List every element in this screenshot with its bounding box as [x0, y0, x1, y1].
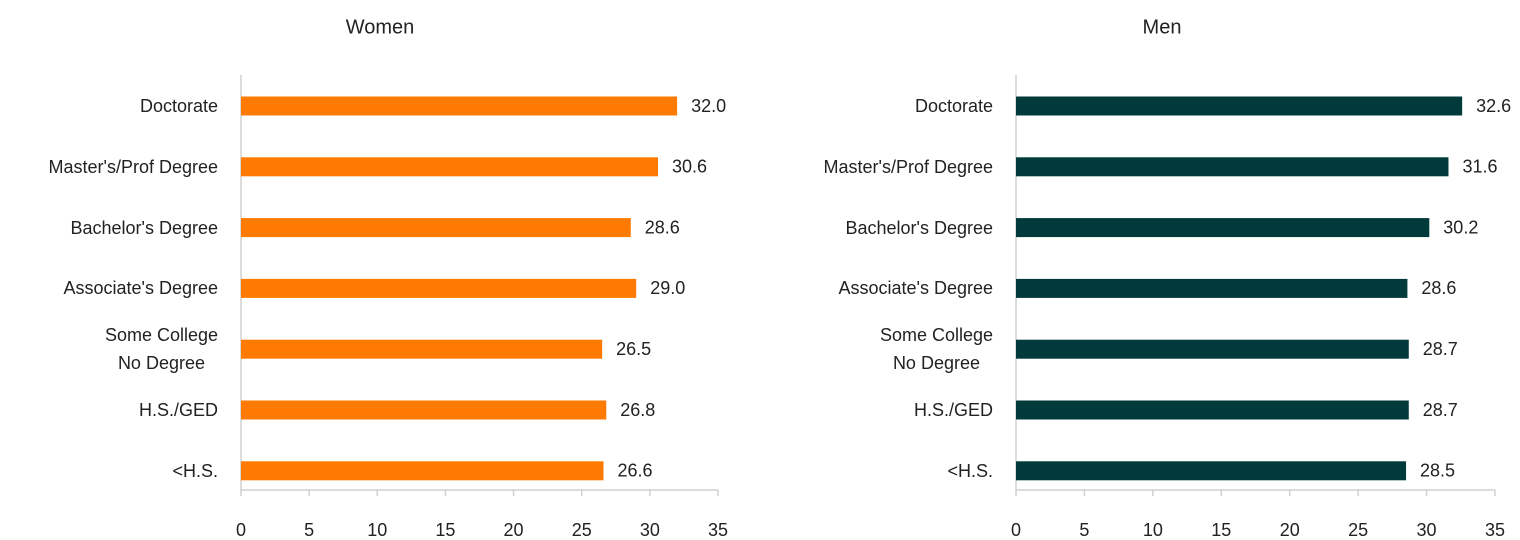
data-label: 28.5 [1420, 461, 1455, 481]
data-label: 28.6 [645, 217, 680, 237]
bar [241, 157, 659, 177]
bar [1016, 218, 1430, 238]
bar [1016, 461, 1407, 481]
x-tick-label: 0 [236, 520, 246, 540]
y-tick-label: H.S./GED [913, 400, 993, 420]
x-tick-label: 10 [367, 520, 387, 540]
y-tick-label: <H.S. [947, 460, 993, 481]
data-label: 26.5 [616, 339, 651, 359]
x-tick-label: 10 [1143, 520, 1163, 540]
x-tick-label: 30 [640, 520, 660, 540]
data-label: 32.6 [1476, 96, 1511, 116]
bar [241, 96, 678, 116]
data-label: 31.6 [1462, 157, 1497, 177]
data-label: 26.6 [618, 461, 653, 481]
bar [1016, 157, 1449, 177]
bar [241, 278, 637, 298]
x-tick-label: 20 [1280, 520, 1300, 540]
bar [1016, 400, 1409, 420]
y-tick-label: Some College No Degree [104, 325, 218, 374]
x-tick-label: 20 [504, 520, 524, 540]
x-tick-label: 30 [1417, 520, 1437, 540]
y-tick-label: Master's/Prof Degree [48, 156, 219, 177]
data-label: 28.7 [1423, 400, 1458, 420]
y-tick-label: Some College No Degree [879, 325, 993, 374]
x-tick-label: 25 [572, 520, 592, 540]
x-tick-label: 15 [435, 520, 455, 540]
y-tick-label: Bachelor's Degree [845, 217, 993, 238]
x-tick-label: 5 [1079, 520, 1089, 540]
y-tick-label: Doctorate [139, 96, 218, 116]
bar [1016, 278, 1408, 298]
bar [241, 461, 604, 481]
y-tick-label: Associate's Degree [838, 278, 993, 299]
bar [241, 218, 631, 238]
chart-title: Women [346, 16, 415, 38]
x-tick-label: 15 [1211, 520, 1231, 540]
data-label: 30.2 [1443, 217, 1478, 237]
y-tick-label: <H.S. [172, 460, 218, 481]
data-label: 28.7 [1423, 339, 1458, 359]
data-label: 30.6 [672, 157, 707, 177]
data-label: 29.0 [650, 278, 685, 298]
x-tick-label: 35 [708, 520, 728, 540]
y-tick-label: Doctorate [914, 96, 993, 116]
y-tick-label: Bachelor's Degree [70, 217, 218, 238]
chart-title: Men [1143, 16, 1182, 38]
x-tick-label: 25 [1348, 520, 1368, 540]
bar [241, 400, 607, 420]
data-label: 32.0 [691, 96, 726, 116]
y-tick-label: Associate's Degree [63, 278, 218, 299]
x-tick-label: 0 [1011, 520, 1021, 540]
x-tick-label: 35 [1485, 520, 1505, 540]
y-tick-label: Master's/Prof Degree [823, 156, 994, 177]
bar [241, 339, 603, 359]
x-tick-label: 5 [304, 520, 314, 540]
bar [1016, 96, 1463, 116]
data-label: 28.6 [1421, 278, 1456, 298]
data-label: 26.8 [620, 400, 655, 420]
y-tick-label: H.S./GED [138, 400, 218, 420]
bar [1016, 339, 1409, 359]
